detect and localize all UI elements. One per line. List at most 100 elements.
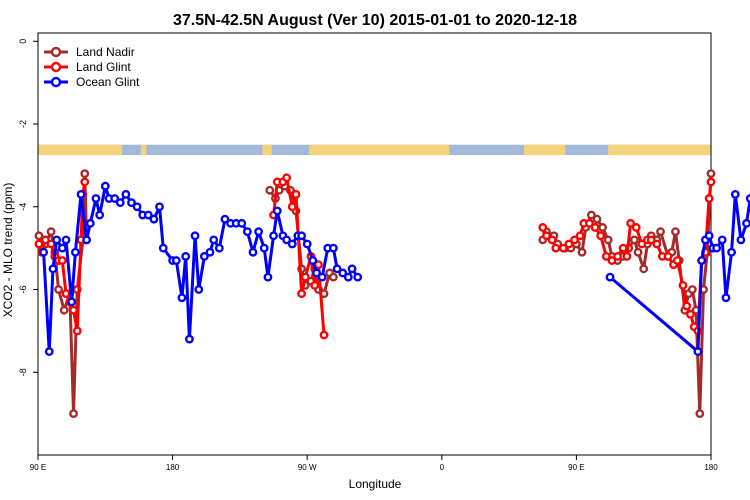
data-point bbox=[598, 223, 607, 232]
data-point bbox=[310, 280, 320, 290]
data-point bbox=[52, 235, 62, 245]
data-point bbox=[259, 243, 269, 253]
data-point bbox=[706, 177, 716, 187]
y-tick-label: -8 bbox=[18, 368, 28, 376]
data-point bbox=[76, 189, 86, 199]
x-tick-label: 90 E bbox=[568, 463, 584, 472]
data-point bbox=[575, 231, 585, 241]
data-point bbox=[194, 285, 204, 294]
data-point bbox=[39, 247, 49, 257]
data-point bbox=[220, 214, 230, 224]
data-point bbox=[570, 235, 579, 245]
data-point bbox=[745, 194, 750, 203]
data-point bbox=[263, 272, 273, 282]
data-point bbox=[282, 173, 292, 183]
y-tick-label: -6 bbox=[18, 286, 28, 294]
data-point bbox=[287, 202, 297, 212]
data-point bbox=[328, 243, 338, 253]
data-point bbox=[300, 272, 310, 282]
data-point bbox=[730, 189, 740, 199]
data-point bbox=[712, 243, 722, 253]
data-point bbox=[319, 330, 329, 340]
map-strip-land bbox=[309, 144, 450, 156]
data-point bbox=[551, 243, 561, 253]
data-point bbox=[607, 256, 617, 265]
data-point bbox=[338, 268, 348, 278]
data-point bbox=[46, 227, 56, 236]
data-point bbox=[70, 247, 80, 257]
data-point bbox=[272, 206, 282, 216]
data-point bbox=[155, 202, 164, 212]
data-point bbox=[297, 231, 306, 241]
data-point bbox=[54, 285, 63, 294]
y-axis-label: XCO2 - MLO trend (ppm) bbox=[1, 183, 15, 318]
legend-label: Land Nadir bbox=[76, 45, 135, 59]
series-ocean-glint bbox=[39, 181, 750, 356]
data-point bbox=[695, 409, 705, 419]
data-point bbox=[626, 218, 636, 228]
data-point bbox=[121, 189, 131, 199]
data-point bbox=[717, 235, 727, 245]
data-point bbox=[663, 252, 673, 261]
data-point bbox=[687, 285, 697, 294]
data-point bbox=[646, 235, 656, 245]
map-strip-land bbox=[141, 144, 147, 156]
data-point bbox=[100, 181, 110, 191]
data-point bbox=[67, 297, 77, 307]
map-strip-land bbox=[608, 144, 711, 156]
data-point bbox=[538, 223, 548, 232]
data-point bbox=[547, 235, 557, 245]
data-point bbox=[328, 272, 338, 282]
data-point bbox=[248, 247, 258, 257]
data-point bbox=[95, 210, 105, 220]
data-point bbox=[601, 252, 611, 261]
data-point bbox=[85, 218, 95, 228]
data-point bbox=[585, 218, 594, 228]
legend-marker bbox=[50, 46, 62, 58]
series-line bbox=[609, 192, 750, 354]
y-tick-label: -2 bbox=[18, 120, 28, 128]
data-point bbox=[603, 235, 613, 245]
data-point bbox=[143, 210, 153, 220]
data-point bbox=[590, 223, 600, 232]
data-point bbox=[190, 231, 200, 241]
data-point bbox=[69, 305, 78, 315]
x-tick-label: 180 bbox=[166, 463, 180, 472]
data-point bbox=[671, 227, 680, 236]
data-point bbox=[46, 239, 56, 249]
data-point bbox=[72, 326, 82, 336]
y-tick-label: 0 bbox=[18, 39, 28, 44]
data-point bbox=[558, 243, 568, 253]
data-point bbox=[254, 227, 263, 236]
data-point bbox=[721, 293, 731, 303]
data-point bbox=[181, 252, 191, 261]
data-point bbox=[199, 252, 209, 261]
data-point bbox=[57, 256, 67, 265]
data-point bbox=[596, 231, 606, 241]
data-point bbox=[686, 309, 695, 319]
legend-label: Land Glint bbox=[76, 60, 131, 74]
data-point bbox=[61, 235, 71, 245]
data-point bbox=[59, 305, 69, 315]
data-point bbox=[115, 198, 125, 208]
data-point bbox=[347, 264, 357, 274]
legend-label: Ocean Glint bbox=[76, 75, 140, 89]
data-point bbox=[158, 243, 168, 253]
data-point bbox=[697, 256, 707, 265]
data-point bbox=[132, 202, 142, 212]
data-point bbox=[291, 189, 301, 199]
x-tick-label: 0 bbox=[440, 463, 445, 472]
legend-marker bbox=[50, 61, 62, 73]
map-strip-land bbox=[38, 144, 123, 156]
data-point bbox=[706, 169, 716, 179]
series-land-glint bbox=[34, 173, 716, 340]
x-tick-label: 90 W bbox=[298, 463, 317, 472]
data-point bbox=[34, 239, 44, 249]
data-point bbox=[91, 194, 101, 203]
data-point bbox=[317, 272, 327, 282]
data-point bbox=[34, 231, 44, 241]
data-point bbox=[693, 347, 703, 356]
data-point bbox=[637, 239, 647, 249]
